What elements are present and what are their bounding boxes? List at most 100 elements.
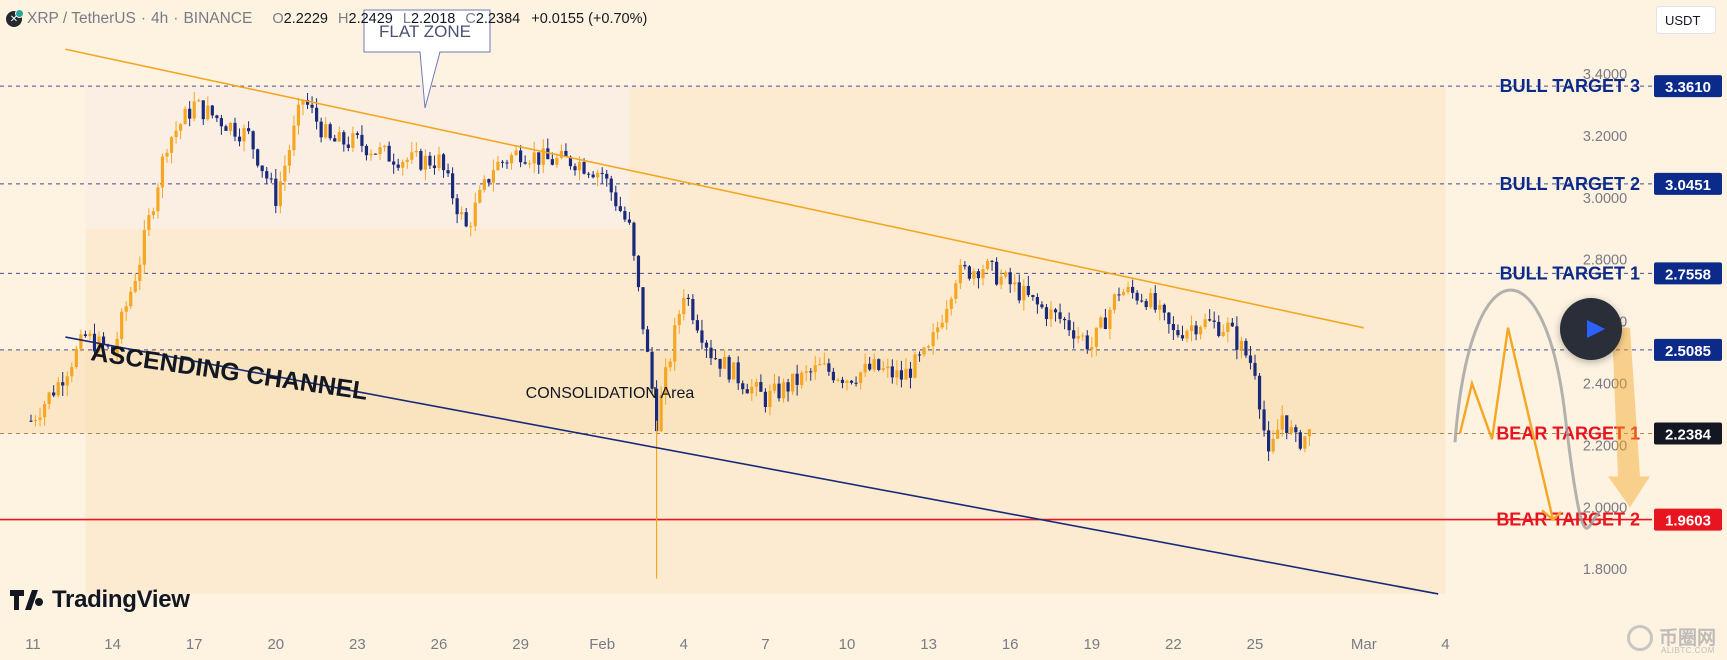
candle-body bbox=[1013, 282, 1017, 285]
candle-body bbox=[677, 314, 681, 326]
candle-body bbox=[976, 271, 981, 279]
candle-body bbox=[668, 361, 672, 368]
target-label: BULL TARGET 1 bbox=[1500, 263, 1640, 283]
candle-body bbox=[283, 165, 287, 182]
candle-body bbox=[360, 134, 364, 146]
candle-body bbox=[192, 101, 196, 119]
candle-body bbox=[1199, 327, 1203, 335]
candle-body bbox=[401, 161, 405, 168]
candle-body bbox=[1285, 415, 1289, 433]
candle-body bbox=[188, 108, 192, 119]
candle-body bbox=[296, 104, 301, 126]
candle-body bbox=[917, 354, 922, 356]
x-tick-label: 7 bbox=[761, 636, 769, 653]
candle-body bbox=[713, 358, 718, 360]
candle-body bbox=[822, 363, 826, 365]
candle-body bbox=[251, 131, 255, 150]
candle-body bbox=[781, 382, 786, 399]
candle-body bbox=[405, 159, 409, 162]
candle-body bbox=[1153, 293, 1157, 310]
candle-body bbox=[215, 115, 219, 119]
open-value: 2.2229 bbox=[283, 11, 328, 27]
candle-body bbox=[378, 147, 382, 155]
candle-body bbox=[1081, 335, 1085, 337]
candle-body bbox=[958, 264, 962, 284]
candle-body bbox=[419, 150, 423, 170]
candle-body bbox=[949, 298, 953, 309]
low-label: L bbox=[402, 11, 411, 27]
candle-body bbox=[895, 370, 899, 378]
candle-body bbox=[1053, 309, 1058, 313]
candle-body bbox=[70, 367, 74, 377]
candle-body bbox=[133, 280, 137, 292]
candle-body bbox=[414, 150, 418, 153]
candle-body bbox=[664, 367, 668, 395]
candles-group bbox=[29, 92, 1311, 579]
candle-body bbox=[428, 155, 432, 166]
y-tick-label: 2.2000 bbox=[1583, 438, 1627, 454]
candle-body bbox=[1171, 324, 1175, 331]
candle-body bbox=[1257, 375, 1262, 410]
candle-body bbox=[618, 206, 622, 212]
x-tick-label: 16 bbox=[1002, 636, 1019, 653]
candle-body bbox=[868, 363, 872, 370]
candle-body bbox=[836, 379, 840, 381]
x-tick-label: 22 bbox=[1165, 636, 1182, 653]
x-tick-label: 23 bbox=[349, 636, 366, 653]
tradingview-logo[interactable]: TradingView bbox=[10, 586, 190, 614]
candle-body bbox=[655, 388, 659, 432]
price-tag bbox=[1654, 338, 1722, 361]
xrp-symbol-icon[interactable]: ✕ bbox=[6, 9, 24, 27]
candle-body bbox=[791, 373, 795, 392]
candle-body bbox=[324, 124, 328, 138]
candle-body bbox=[1004, 272, 1008, 277]
play-button[interactable] bbox=[1560, 298, 1622, 360]
candle-body bbox=[1094, 327, 1098, 348]
candle-body bbox=[174, 130, 178, 138]
candle-body bbox=[682, 297, 686, 315]
y-tick-label: 3.0000 bbox=[1583, 191, 1627, 207]
x-tick-label: 4 bbox=[1441, 636, 1449, 653]
price-tag bbox=[1654, 75, 1722, 98]
candle-body bbox=[509, 155, 514, 164]
x-tick-label: 10 bbox=[839, 636, 856, 653]
candle-body bbox=[990, 260, 994, 262]
candle-body bbox=[1289, 427, 1293, 433]
candle-body bbox=[120, 311, 124, 339]
candle-body bbox=[704, 342, 709, 348]
candle-body bbox=[922, 347, 926, 355]
candle-body bbox=[732, 362, 736, 380]
candle-body bbox=[1072, 330, 1076, 339]
candle-body bbox=[160, 156, 165, 188]
candle-body bbox=[813, 365, 817, 372]
target-label: BULL TARGET 3 bbox=[1500, 76, 1640, 96]
candle-body bbox=[985, 260, 990, 269]
candle-body bbox=[831, 371, 835, 381]
candle-body bbox=[460, 212, 464, 215]
candle-body bbox=[1167, 312, 1171, 325]
candle-body bbox=[61, 382, 65, 386]
timeframe-label[interactable]: 4h bbox=[151, 10, 169, 27]
candle-body bbox=[219, 118, 223, 127]
candle-body bbox=[451, 173, 455, 199]
symbol-name[interactable]: XRP / TetherUS bbox=[27, 10, 136, 27]
candle-body bbox=[197, 100, 201, 102]
x-tick-label: 4 bbox=[680, 636, 688, 653]
candle-body bbox=[800, 372, 804, 385]
candle-body bbox=[886, 366, 890, 369]
close-label: C bbox=[465, 11, 476, 27]
candle-body bbox=[1244, 340, 1248, 356]
candle-body bbox=[179, 124, 183, 131]
candle-body bbox=[1180, 335, 1185, 339]
candle-body bbox=[686, 297, 690, 300]
currency-button[interactable]: USDT bbox=[1656, 6, 1716, 34]
candle-body bbox=[473, 202, 477, 227]
candle-body bbox=[1185, 331, 1189, 339]
candle-body bbox=[673, 325, 677, 362]
separator: · bbox=[173, 10, 179, 27]
candle-body bbox=[845, 380, 849, 383]
y-tick-label: 2.0000 bbox=[1583, 500, 1627, 516]
y-tick-label: 2.4000 bbox=[1583, 377, 1627, 393]
candle-body bbox=[423, 155, 427, 170]
